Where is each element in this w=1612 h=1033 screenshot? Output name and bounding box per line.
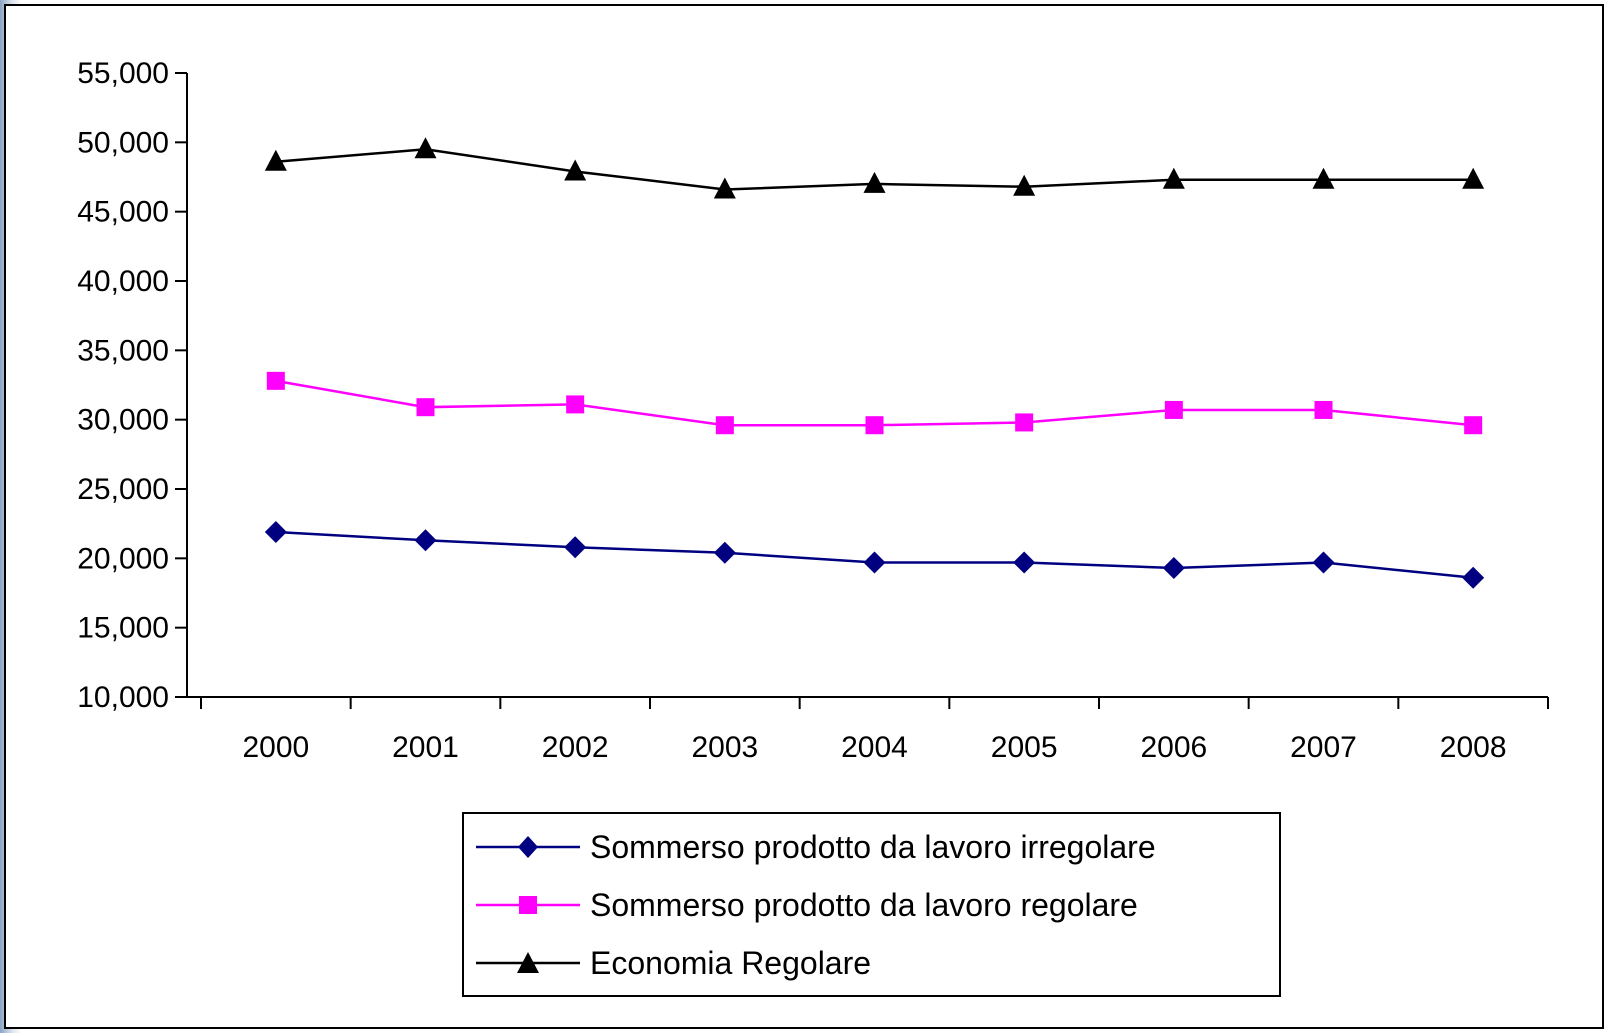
y-tick-label: 45,000 bbox=[77, 196, 169, 229]
data-point-square bbox=[416, 398, 435, 417]
x-tick-label: 2000 bbox=[242, 731, 309, 764]
data-point-diamond bbox=[863, 551, 886, 574]
data-point-triangle bbox=[414, 137, 437, 159]
data-point-diamond bbox=[1162, 557, 1185, 580]
legend-item-economia-regolare: Economia Regolare bbox=[476, 938, 871, 988]
data-point-triangle bbox=[1162, 167, 1185, 189]
y-tick-label: 20,000 bbox=[77, 542, 169, 575]
legend-label: Sommerso prodotto da lavoro irregolare bbox=[590, 828, 1156, 865]
data-point-triangle bbox=[564, 159, 587, 181]
data-point-triangle bbox=[1462, 167, 1485, 189]
y-tick-label: 15,000 bbox=[77, 612, 169, 645]
data-point-square bbox=[266, 371, 285, 390]
data-point-diamond bbox=[564, 536, 587, 559]
data-point-square bbox=[566, 395, 585, 414]
y-tick-label: 30,000 bbox=[77, 404, 169, 437]
x-tick-label: 2003 bbox=[691, 731, 758, 764]
series-layer bbox=[264, 137, 1485, 589]
x-tick-label: 2002 bbox=[542, 731, 609, 764]
y-tick-label: 50,000 bbox=[77, 126, 169, 159]
data-point-diamond bbox=[713, 541, 736, 564]
legend-swatch-square-icon bbox=[476, 896, 580, 914]
data-point-triangle bbox=[1312, 167, 1335, 189]
legend-swatch-triangle-icon bbox=[476, 952, 580, 973]
y-tick-label: 55,000 bbox=[77, 57, 169, 90]
y-tick-label: 25,000 bbox=[77, 473, 169, 506]
legend-label: Economia Regolare bbox=[590, 944, 872, 981]
y-tick-label: 35,000 bbox=[77, 334, 169, 367]
legend-label: Sommerso prodotto da lavoro regolare bbox=[590, 886, 1138, 923]
data-point-triangle bbox=[713, 177, 736, 199]
x-tick-label: 2006 bbox=[1140, 731, 1207, 764]
data-point-triangle bbox=[1013, 174, 1036, 196]
data-point-diamond bbox=[414, 529, 437, 552]
data-point-square bbox=[1164, 400, 1183, 419]
x-tick-label: 2008 bbox=[1440, 731, 1507, 764]
x-tick-label: 2005 bbox=[991, 731, 1058, 764]
data-point-diamond bbox=[1312, 551, 1335, 574]
data-point-square bbox=[1464, 416, 1483, 435]
legend-item-regolare: Sommerso prodotto da lavoro regolare bbox=[476, 880, 1138, 930]
legend-swatch-diamond-icon bbox=[476, 836, 580, 858]
data-point-triangle bbox=[863, 171, 886, 193]
data-point-triangle bbox=[264, 149, 287, 171]
y-tick-label: 40,000 bbox=[77, 265, 169, 298]
x-tick-label: 2007 bbox=[1290, 731, 1357, 764]
legend-item-irregolare: Sommerso prodotto da lavoro irregolare bbox=[476, 822, 1156, 872]
data-point-diamond bbox=[264, 520, 287, 543]
x-tick-label: 2001 bbox=[392, 731, 459, 764]
x-tick-label: 2004 bbox=[841, 731, 908, 764]
legend: Sommerso prodotto da lavoro irregolare S… bbox=[462, 812, 1281, 997]
data-point-square bbox=[1015, 413, 1034, 432]
axes: 10,000 15,000 20,000 25,000 30,000 35,000 40,0… bbox=[77, 57, 1549, 764]
data-point-diamond bbox=[1462, 566, 1485, 589]
data-point-square bbox=[865, 416, 884, 435]
y-tick-label: 10,000 bbox=[77, 681, 169, 714]
data-point-square bbox=[715, 416, 734, 435]
data-point-diamond bbox=[1013, 551, 1036, 574]
data-point-square bbox=[1314, 400, 1333, 419]
